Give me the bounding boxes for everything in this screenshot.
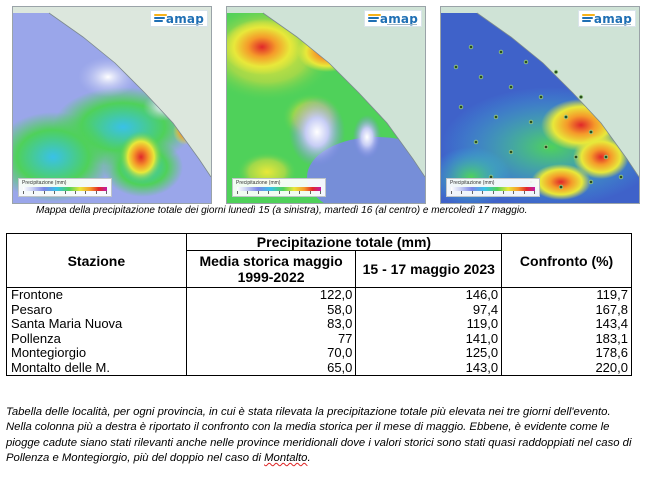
station-cell: Pesaro bbox=[6, 302, 187, 317]
precipitation-maps: amap Precipitazione (mm) bbox=[12, 6, 640, 204]
legend-label: Precipitazione (mm) bbox=[450, 180, 495, 186]
event-cell: 119,0 bbox=[355, 316, 503, 332]
table-row: Montalto delle M. 65,0 143,0 220,0 bbox=[6, 360, 632, 376]
event-cell: 97,4 bbox=[355, 302, 503, 317]
station-cell: Santa Maria Nuova bbox=[6, 316, 187, 332]
table-row: Pesaro 58,0 97,4 167,8 bbox=[6, 302, 632, 317]
compare-cell: 167,8 bbox=[501, 302, 632, 317]
amap-logo-mark-icon bbox=[154, 14, 167, 24]
header-station: Stazione bbox=[6, 233, 187, 288]
historic-cell: 83,0 bbox=[185, 316, 357, 332]
station-cell: Montalto delle M. bbox=[6, 360, 187, 376]
station-cell: Pollenza bbox=[6, 331, 187, 346]
amap-logo: amap bbox=[150, 10, 208, 27]
legend-colorbar bbox=[23, 187, 107, 191]
header-historic-mean: Media storica maggio 1999-2022 bbox=[185, 250, 357, 288]
map-center-image bbox=[227, 7, 425, 203]
legend-colorbar bbox=[451, 187, 535, 191]
amap-logo-mark-icon bbox=[368, 14, 381, 24]
compare-cell: 143,4 bbox=[501, 316, 632, 332]
historic-cell: 122,0 bbox=[185, 287, 357, 303]
map-left: amap Precipitazione (mm) bbox=[12, 6, 212, 204]
amap-logo: amap bbox=[364, 10, 422, 27]
map-center: amap Precipitazione (mm) bbox=[226, 6, 426, 204]
amap-logo: amap bbox=[578, 10, 636, 27]
event-cell: 125,0 bbox=[355, 345, 503, 361]
table-row: Santa Maria Nuova 83,0 119,0 143,4 bbox=[6, 316, 632, 332]
historic-cell: 77 bbox=[185, 331, 357, 346]
map-legend: Precipitazione (mm) bbox=[232, 178, 326, 197]
historic-cell: 70,0 bbox=[185, 345, 357, 361]
compare-cell: 178,6 bbox=[501, 345, 632, 361]
table-row: Frontone 122,0 146,0 119,7 bbox=[6, 287, 632, 303]
legend-label: Precipitazione (mm) bbox=[236, 180, 281, 186]
note-underlined-word: Montalto bbox=[264, 452, 308, 465]
station-cell: Frontone bbox=[6, 287, 187, 303]
amap-logo-text: amap bbox=[379, 11, 418, 26]
map-left-image bbox=[13, 7, 211, 203]
amap-logo-text: amap bbox=[165, 11, 204, 26]
header-compare: Confronto (%) bbox=[501, 233, 632, 288]
header-event-period: 15 - 17 maggio 2023 bbox=[355, 250, 503, 288]
table-note: Tabella delle località, per ogni provinc… bbox=[6, 405, 638, 467]
compare-cell: 119,7 bbox=[501, 287, 632, 303]
table-row: Pollenza 77 141,0 183,1 bbox=[6, 331, 632, 346]
header-precipitation-total: Precipitazione totale (mm) bbox=[185, 233, 503, 251]
maps-caption: Mappa della precipitazione totale dei gi… bbox=[36, 205, 528, 216]
compare-cell: 183,1 bbox=[501, 331, 632, 346]
legend-colorbar bbox=[237, 187, 321, 191]
table-row: Montegiorgio 70,0 125,0 178,6 bbox=[6, 345, 632, 361]
station-cell: Montegiorgio bbox=[6, 345, 187, 361]
note-text: Tabella delle località, per ogni provinc… bbox=[6, 406, 632, 465]
amap-logo-mark-icon bbox=[582, 14, 595, 24]
note-end: . bbox=[307, 452, 311, 465]
map-legend: Precipitazione (mm) bbox=[446, 178, 540, 197]
amap-logo-text: amap bbox=[593, 11, 632, 26]
historic-cell: 65,0 bbox=[185, 360, 357, 376]
precipitation-table: Stazione Precipitazione totale (mm) Conf… bbox=[6, 233, 632, 376]
legend-label: Precipitazione (mm) bbox=[22, 180, 67, 186]
event-cell: 146,0 bbox=[355, 287, 503, 303]
map-legend: Precipitazione (mm) bbox=[18, 178, 112, 197]
compare-cell: 220,0 bbox=[501, 360, 632, 376]
historic-cell: 58,0 bbox=[185, 302, 357, 317]
map-right: amap Precipitazione (mm) bbox=[440, 6, 640, 204]
event-cell: 141,0 bbox=[355, 331, 503, 346]
map-right-image bbox=[441, 7, 639, 203]
event-cell: 143,0 bbox=[355, 360, 503, 376]
